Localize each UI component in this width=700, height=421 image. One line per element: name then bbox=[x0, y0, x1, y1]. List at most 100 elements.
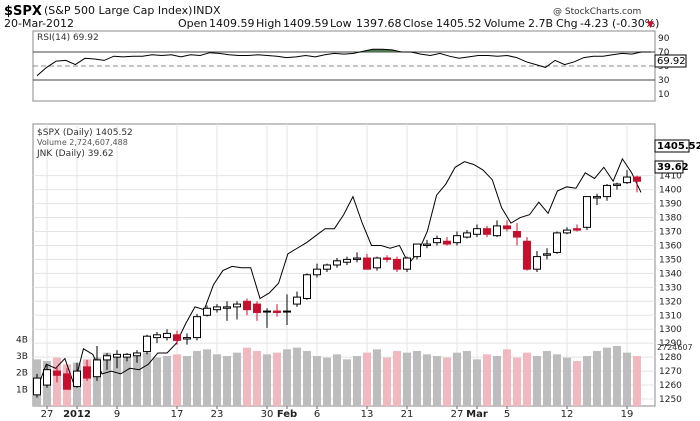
date-tick-label: Feb bbox=[277, 409, 297, 420]
volume-bar bbox=[113, 356, 121, 406]
candle-body bbox=[243, 300, 251, 311]
jnk-line bbox=[36, 157, 642, 390]
date-tick-label: 6 bbox=[314, 409, 320, 420]
volume-bar bbox=[583, 356, 591, 406]
candle-body bbox=[203, 307, 211, 316]
candle-body bbox=[123, 353, 131, 358]
price-tick-label: 1400 bbox=[659, 186, 682, 196]
candle-body bbox=[173, 334, 181, 341]
candle-body bbox=[343, 258, 351, 263]
price-legend: $SPX (Daily) 1405.52 Volume 2,724,607,48… bbox=[36, 128, 133, 159]
volume-value: 2.7B bbox=[528, 17, 553, 30]
price-tick-label: 1370 bbox=[659, 227, 682, 237]
jnk-last-value: 39.62 bbox=[657, 162, 689, 173]
candle-body bbox=[153, 334, 161, 339]
rsi-line bbox=[36, 48, 651, 77]
candle-body bbox=[373, 257, 381, 269]
price-tick-label: 1340 bbox=[659, 269, 682, 279]
chart-symbol-name: (S&P 500 Large Cap Index) bbox=[44, 4, 192, 17]
volume-bar bbox=[153, 357, 161, 406]
candle-body bbox=[503, 225, 511, 230]
volume-tick-label: 4B bbox=[16, 335, 28, 345]
volume-bar bbox=[363, 352, 371, 406]
price-tick-label: 1300 bbox=[659, 325, 682, 335]
date-tick-label: 2012 bbox=[63, 409, 91, 420]
volume-last-value: 2724607 bbox=[657, 343, 693, 352]
candle-body bbox=[423, 243, 431, 246]
jnk-last-box bbox=[654, 160, 684, 174]
price-tick-label: 1330 bbox=[659, 283, 682, 293]
date-tick-label: 17 bbox=[171, 409, 184, 420]
price-panel: 1250126012701280129013001310132013301340… bbox=[16, 123, 700, 420]
volume-bar bbox=[623, 352, 631, 406]
volume-label: Volume bbox=[484, 17, 525, 30]
date-tick-label: 19 bbox=[621, 409, 634, 420]
rsi-frame bbox=[32, 30, 656, 102]
candle-body bbox=[583, 196, 591, 228]
candle-body bbox=[163, 332, 171, 339]
volume-bar bbox=[513, 357, 521, 406]
price-last-box bbox=[654, 139, 690, 153]
price-tick-label: 1320 bbox=[659, 297, 682, 307]
volume-bar bbox=[403, 352, 411, 406]
legend-volume: Volume 2,724,607,488 bbox=[37, 138, 128, 147]
volume-bar bbox=[93, 357, 101, 406]
open-label: Open bbox=[178, 17, 207, 30]
volume-bar bbox=[203, 349, 211, 406]
close-label: Close bbox=[403, 17, 433, 30]
volume-bar bbox=[393, 351, 401, 406]
volume-bar bbox=[213, 354, 221, 406]
candle-body bbox=[293, 296, 301, 305]
candle-body bbox=[483, 228, 491, 235]
candle-body bbox=[83, 366, 91, 379]
candle-body bbox=[573, 228, 581, 231]
candle-body bbox=[263, 310, 271, 313]
volume-bar bbox=[103, 352, 111, 406]
price-tick-label: 1270 bbox=[659, 367, 682, 377]
price-tick-label: 1360 bbox=[659, 241, 682, 251]
candle-body bbox=[273, 310, 281, 313]
candle-body bbox=[53, 370, 61, 376]
volume-tick-label: 1B bbox=[16, 385, 28, 395]
volume-bar bbox=[523, 352, 531, 406]
volume-bar bbox=[343, 359, 351, 406]
date-tick-label: 13 bbox=[361, 409, 374, 420]
volume-bar bbox=[633, 356, 641, 406]
candle-body bbox=[33, 377, 41, 396]
high-label: High bbox=[256, 17, 281, 30]
date-tick-label: 5 bbox=[504, 409, 510, 420]
volume-bar bbox=[243, 347, 251, 406]
candle-body bbox=[463, 232, 471, 238]
volume-tick-label: 3B bbox=[16, 352, 28, 362]
price-tick-label: 1260 bbox=[659, 381, 682, 391]
volume-bar bbox=[83, 359, 91, 406]
price-tick-label: 1310 bbox=[659, 311, 682, 321]
candle-body bbox=[413, 243, 421, 258]
date-axis: 27 2012 9 17 23 30 Feb 6 13 21 27 Mar 5 12 19 bbox=[41, 406, 634, 420]
high-value: 1409.59 bbox=[283, 17, 329, 30]
candle-body bbox=[403, 257, 411, 270]
candle-body bbox=[363, 257, 371, 270]
volume-bar bbox=[473, 359, 481, 406]
chg-down-icon: ▼ bbox=[647, 20, 654, 30]
volume-bar bbox=[263, 354, 271, 406]
volume-bar bbox=[603, 347, 611, 406]
low-value: 1397.68 bbox=[356, 17, 402, 30]
date-tick-label: 23 bbox=[211, 409, 224, 420]
candle-body bbox=[183, 337, 191, 340]
candle-body bbox=[473, 228, 481, 235]
candle-body bbox=[453, 235, 461, 244]
chart-exchange: INDX bbox=[193, 4, 221, 17]
rsi-tick-label: 10 bbox=[658, 90, 670, 100]
candle-body bbox=[73, 370, 81, 387]
candle-body bbox=[443, 240, 451, 245]
volume-bar bbox=[303, 351, 311, 406]
open-value: 1409.59 bbox=[209, 17, 255, 30]
volume-bar bbox=[143, 352, 151, 406]
date-tick-label: 21 bbox=[401, 409, 414, 420]
volume-bar bbox=[223, 356, 231, 406]
volume-bar bbox=[553, 354, 561, 406]
price-tick-label: 1380 bbox=[659, 214, 682, 224]
candle-body bbox=[313, 268, 321, 276]
